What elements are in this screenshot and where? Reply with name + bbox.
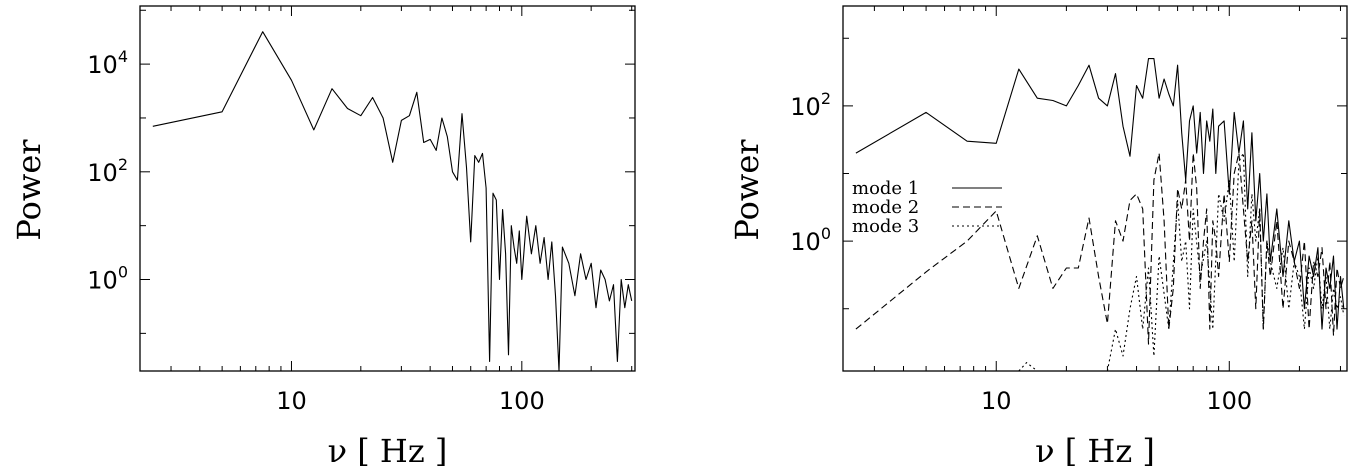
legend-label: mode 3 [852, 216, 919, 237]
x-tick-label: 10 [981, 387, 1012, 415]
series-line-1 [152, 31, 633, 371]
x-tick-label: 10 [276, 387, 307, 415]
series-line-3 [1018, 152, 1345, 371]
x-axis-label: ν [ Hz ] [328, 432, 448, 470]
y-tick-label: 102 [87, 155, 128, 187]
plot-frame [139, 5, 636, 372]
y-tick-label: 100 [790, 224, 831, 256]
series-line-1 [855, 58, 1345, 330]
x-tick-label: 100 [1206, 387, 1252, 415]
x-axis-label: ν [ Hz ] [1035, 432, 1155, 470]
y-tick-label: 100 [87, 263, 128, 295]
legend-label: mode 2 [852, 197, 919, 218]
y-axis-label: Power [728, 139, 766, 241]
legend-label: mode 1 [852, 178, 919, 199]
y-tick-label: 104 [87, 47, 128, 79]
y-tick-label: 102 [790, 89, 831, 121]
plot-frame [842, 5, 1348, 372]
x-tick-label: 100 [499, 387, 545, 415]
y-axis-label: Power [10, 139, 48, 241]
chart-1: 10 100 100 102 104 ν [ Hz ] Power [10, 5, 636, 470]
series-line-2 [855, 152, 1345, 345]
